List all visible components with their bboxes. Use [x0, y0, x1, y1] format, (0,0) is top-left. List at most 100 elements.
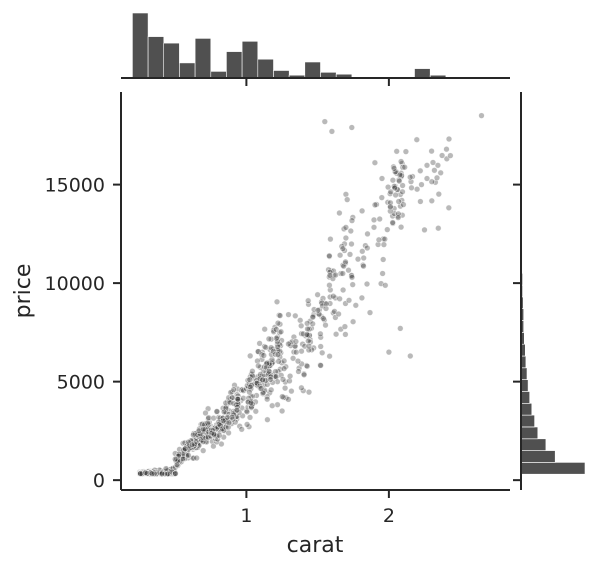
scatter-point — [236, 423, 243, 430]
right-histogram-bar — [520, 426, 539, 440]
scatter-point — [346, 251, 354, 258]
scatter-point — [158, 470, 166, 477]
y-tick-label: 0 — [93, 470, 105, 492]
scatter-point — [260, 352, 267, 359]
scatter-point — [316, 311, 323, 318]
scatter-point — [273, 335, 280, 342]
scatter-point — [364, 230, 371, 238]
scatter-point — [319, 349, 326, 356]
scatter-point — [399, 164, 406, 171]
scatter-point — [423, 162, 431, 169]
scatter-point — [300, 371, 308, 378]
scatter-point — [418, 181, 425, 188]
scatter-point — [213, 408, 221, 415]
scatter-point — [298, 330, 305, 337]
top-histogram-bar — [304, 61, 321, 79]
scatter-point — [243, 408, 251, 415]
scatter-point — [384, 183, 392, 191]
scatter-point — [322, 321, 329, 329]
scatter-point — [172, 455, 179, 463]
scatter-point — [304, 325, 311, 333]
scatter-point — [381, 235, 388, 243]
x-tick-label: 1 — [240, 505, 252, 527]
scatter-point — [320, 315, 327, 322]
right-histogram-bar — [520, 391, 530, 404]
scatter-point — [339, 270, 346, 277]
scatter-point — [253, 392, 260, 399]
scatter-point — [417, 198, 424, 205]
scatter-point — [433, 174, 441, 182]
scatter-point — [352, 302, 359, 309]
scatter-point — [182, 445, 189, 452]
scatter-point — [292, 338, 300, 345]
scatter-point — [336, 295, 343, 302]
scatter-point — [326, 268, 334, 276]
scatter-point — [314, 291, 321, 298]
scatter-point — [421, 226, 428, 234]
scatter-point — [358, 294, 366, 302]
scatter-point — [342, 300, 349, 307]
scatter-point — [219, 417, 227, 425]
scatter-point — [342, 331, 349, 338]
scatter-point — [246, 376, 253, 383]
scatter-point — [413, 186, 421, 193]
right-histogram-bar — [520, 402, 533, 416]
scatter-point — [310, 306, 318, 313]
scatter-point — [387, 188, 394, 196]
scatter-point — [428, 197, 435, 205]
scatter-point — [342, 234, 350, 242]
scatter-point — [326, 252, 333, 260]
scatter-point — [228, 414, 236, 421]
scatter-point — [423, 175, 431, 182]
scatter-point — [268, 386, 275, 394]
scatter-point — [445, 135, 453, 143]
scatter-point — [407, 174, 414, 181]
scatter-point — [137, 470, 144, 477]
scatter-point — [264, 396, 271, 403]
scatter-point — [380, 256, 387, 263]
top-histogram-bar — [179, 62, 196, 79]
scatter-point — [309, 314, 316, 321]
scatter-point — [390, 165, 398, 172]
scatter-point — [317, 330, 324, 338]
scatter-point — [247, 399, 255, 407]
scatter-point — [336, 209, 343, 217]
scatter-point — [247, 352, 254, 360]
scatter-point — [222, 424, 230, 431]
scatter-point — [389, 219, 396, 226]
scatter-point — [393, 148, 400, 155]
scatter-point — [257, 385, 265, 392]
scatter-point — [317, 361, 324, 369]
scatter-point — [225, 419, 233, 426]
scatter-point — [342, 191, 350, 198]
scatter-point — [293, 349, 300, 356]
scatter-point — [247, 383, 254, 391]
scatter-point — [349, 281, 356, 288]
scatter-point — [397, 325, 404, 332]
scatter-point — [286, 372, 294, 380]
scatter-point — [435, 190, 442, 198]
scatter-point — [397, 223, 405, 231]
scatter-point — [265, 335, 273, 343]
scatter-point — [233, 407, 241, 414]
scatter-point — [364, 244, 371, 252]
scatter-point — [261, 326, 268, 333]
scatter-point — [265, 367, 273, 375]
scatter-point — [305, 388, 313, 396]
scatter-point — [254, 357, 261, 365]
scatter-point — [185, 452, 192, 459]
scatter-point — [219, 425, 226, 433]
scatter-point — [332, 314, 339, 321]
scatter-point — [328, 128, 336, 135]
scatter-point — [190, 431, 197, 439]
scatter-point — [148, 470, 156, 477]
scatter-point — [339, 245, 347, 252]
scatter-point — [259, 376, 266, 384]
scatter-point — [280, 357, 288, 365]
top-histogram-bar — [163, 42, 180, 79]
scatter-point — [275, 358, 282, 365]
scatter-point — [354, 255, 362, 263]
scatter-point — [256, 340, 263, 347]
scatter-point — [336, 252, 344, 259]
scatter-point — [389, 177, 397, 184]
